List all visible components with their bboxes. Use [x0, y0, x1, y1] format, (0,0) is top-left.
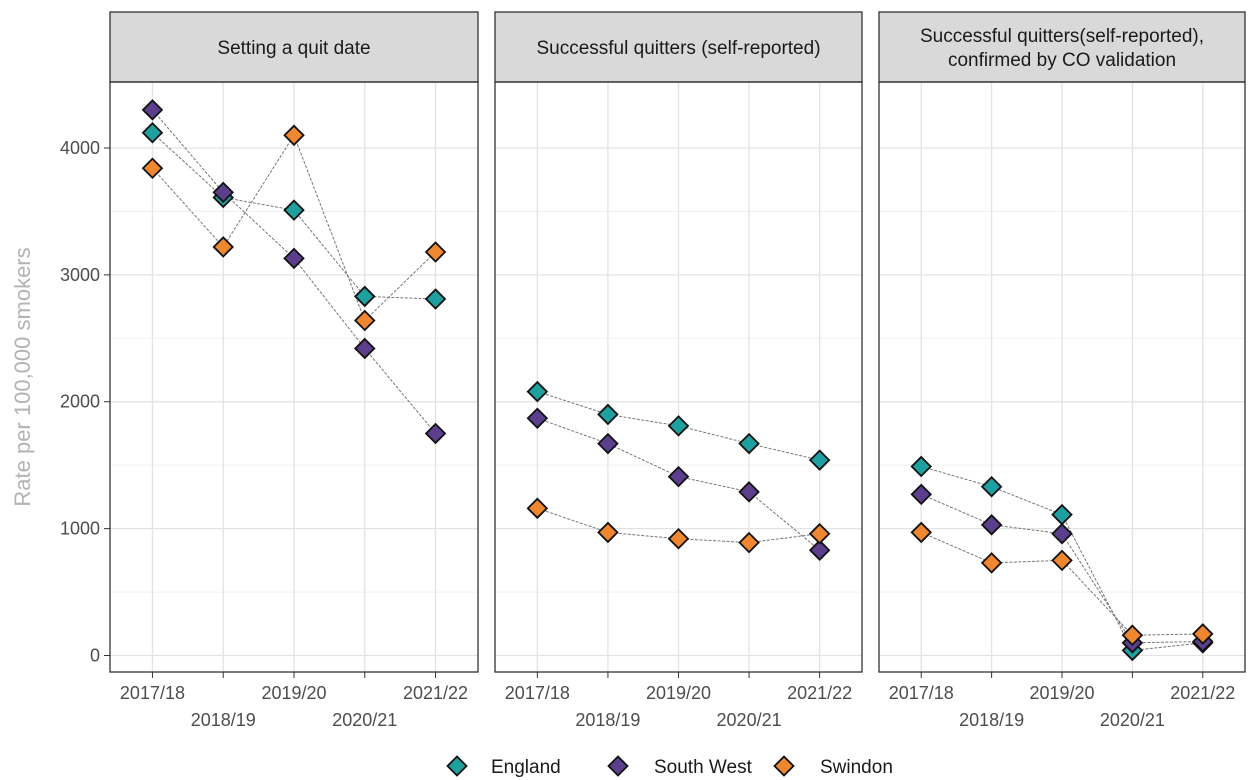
data-point-swindon — [283, 124, 305, 147]
data-point-south-west — [283, 247, 305, 270]
panel-strip — [878, 11, 1246, 83]
panel-title: Successful quitters(self-reported), — [920, 26, 1204, 47]
series-line-swindon — [921, 531, 1203, 636]
data-point-swindon — [667, 528, 690, 550]
data-point-england — [738, 432, 760, 455]
panel-3: Successful quitters(self-reported), confi… — [878, 11, 1246, 730]
data-point-swindon — [353, 309, 376, 332]
panel-title: confirmed by CO validation — [948, 50, 1176, 71]
y-tick-label: 1000 — [60, 519, 100, 539]
x-tick-label: 2017/18 — [120, 683, 185, 703]
data-point-swindon — [1051, 549, 1073, 572]
x-tick-label: 2021/22 — [1170, 683, 1235, 703]
legend: England South West Swindon — [446, 755, 893, 778]
data-point-england — [424, 288, 447, 310]
data-point-england — [283, 199, 305, 221]
legend-key-south-west — [607, 755, 629, 777]
x-tick-label: 2020/21 — [332, 710, 397, 730]
panel-2: Successful quitters (self-reported) 2017/… — [494, 11, 863, 730]
data-point-swindon — [597, 521, 619, 544]
panel-title: Setting a quit date — [217, 38, 370, 59]
data-point-south-west — [424, 422, 447, 445]
x-tick-label: 2019/20 — [646, 683, 711, 703]
series-line-swindon — [152, 134, 436, 322]
data-point-swindon — [910, 521, 933, 544]
data-point-swindon — [1191, 623, 1214, 645]
y-axis-title: Rate per 100,000 smokers — [10, 247, 35, 506]
legend-label: Swindon — [820, 757, 893, 778]
legend-key-england — [446, 755, 468, 777]
data-point-south-west — [353, 337, 376, 360]
series-line-south-west — [921, 493, 1203, 644]
data-point-south-west — [597, 432, 619, 455]
data-point-south-west — [808, 539, 831, 561]
data-point-south-west — [141, 99, 164, 121]
x-tick-label: 2018/19 — [959, 710, 1024, 730]
data-point-south-west — [980, 514, 1003, 536]
x-tick-label: 2018/19 — [191, 710, 256, 730]
x-tick-label: 2017/18 — [889, 683, 954, 703]
data-point-south-west — [212, 181, 235, 204]
y-tick-label: 3000 — [60, 265, 100, 285]
data-point-south-west — [738, 481, 760, 503]
data-point-swindon — [526, 497, 549, 520]
data-point-swindon — [424, 241, 447, 263]
data-point-england — [141, 121, 164, 144]
data-point-south-west — [667, 465, 690, 488]
x-tick-label: 2018/19 — [575, 710, 640, 730]
data-point-england — [667, 415, 690, 437]
data-point-england — [353, 285, 376, 308]
data-point-south-west — [910, 483, 933, 506]
data-point-swindon — [1121, 624, 1144, 646]
x-tick-label: 2021/22 — [403, 683, 468, 703]
data-point-south-west — [526, 407, 549, 430]
data-point-england — [980, 475, 1003, 498]
legend-key-swindon — [773, 755, 795, 777]
x-tick-label: 2019/20 — [261, 683, 326, 703]
data-point-england — [808, 449, 831, 471]
legend-label: South West — [654, 757, 753, 778]
x-tick-label: 2017/18 — [505, 683, 570, 703]
x-tick-label: 2021/22 — [787, 683, 852, 703]
y-tick-label: 2000 — [60, 392, 100, 412]
data-point-swindon — [141, 157, 164, 180]
x-tick-label: 2019/20 — [1029, 683, 1094, 703]
data-point-england — [526, 380, 549, 403]
panel-1: Setting a quit date 2017/18 2018/192019/20… — [109, 11, 479, 730]
data-point-swindon — [808, 522, 831, 545]
panel-title: Successful quitters (self-reported) — [536, 38, 820, 59]
data-point-swindon — [738, 531, 760, 554]
data-point-swindon — [980, 552, 1003, 574]
y-tick-label: 0 — [90, 646, 100, 666]
data-point-england — [910, 455, 933, 478]
series-line-south-west — [537, 417, 820, 551]
x-tick-label: 2020/21 — [1100, 710, 1165, 730]
data-point-england — [597, 403, 619, 426]
data-point-south-west — [1051, 522, 1073, 545]
legend-label: England — [491, 757, 561, 778]
data-point-swindon — [212, 236, 235, 258]
y-tick-label: 4000 — [60, 138, 100, 158]
x-tick-label: 2020/21 — [717, 710, 782, 730]
